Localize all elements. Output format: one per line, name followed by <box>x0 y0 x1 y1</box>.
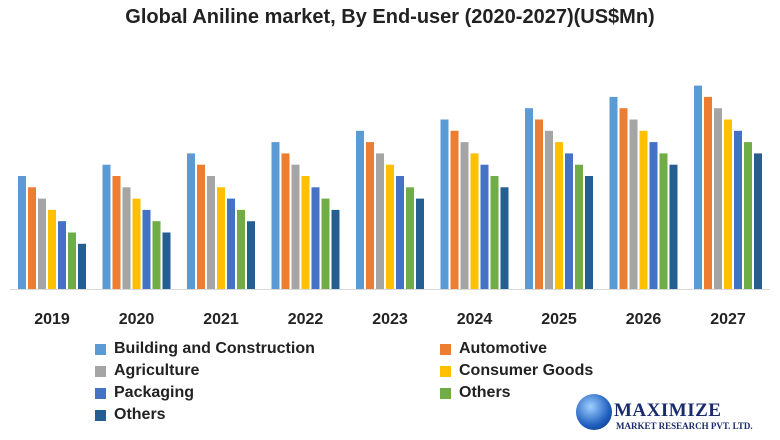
bar <box>460 142 469 289</box>
bar <box>281 153 290 289</box>
bar <box>311 187 320 289</box>
legend-swatch <box>440 343 451 355</box>
bar <box>366 142 374 289</box>
bar <box>152 221 161 289</box>
chart-title: Global Aniline market, By End-user (2020… <box>125 6 655 28</box>
bar <box>331 209 340 289</box>
bar <box>619 108 628 289</box>
bar <box>575 164 583 289</box>
bar <box>629 119 638 289</box>
bar <box>321 198 330 289</box>
bar <box>724 119 732 289</box>
bar <box>406 187 414 289</box>
bar <box>386 164 394 289</box>
bar <box>649 142 658 289</box>
bar <box>112 176 121 289</box>
bar <box>639 130 648 289</box>
legend-label: Agriculture <box>114 362 200 379</box>
legend-label: Automotive <box>459 340 547 357</box>
bar <box>187 153 195 289</box>
x-tick-label: 2024 <box>457 311 493 328</box>
bar <box>28 187 36 289</box>
x-tick-label: 2025 <box>541 311 577 328</box>
bar <box>356 130 364 289</box>
x-tick-label: 2027 <box>710 311 746 328</box>
legend-swatch <box>95 409 106 421</box>
bar <box>450 130 459 289</box>
bar <box>271 142 280 289</box>
legend-swatch <box>95 343 106 355</box>
legend-item: Others <box>95 406 166 424</box>
bar <box>525 108 533 289</box>
legend-item: Consumer Goods <box>440 362 593 380</box>
legend-swatch <box>95 365 106 377</box>
maximize-logo: MAXIMIZE MARKET RESEARCH PVT. LTD. <box>572 390 772 438</box>
bar <box>227 198 235 289</box>
bar <box>78 243 86 289</box>
bar <box>440 119 449 289</box>
legend-item: Automotive <box>440 340 547 358</box>
legend-item: Packaging <box>95 384 194 402</box>
legend-swatch <box>95 387 106 399</box>
legend-label: Packaging <box>114 384 195 401</box>
bar <box>585 176 593 289</box>
x-tick-label: 2021 <box>203 311 239 328</box>
bar <box>545 130 553 289</box>
x-tick-label: 2019 <box>34 311 70 328</box>
bar <box>609 96 618 290</box>
bar <box>102 164 111 289</box>
bar <box>500 187 509 289</box>
legend-item: Agriculture <box>95 362 199 380</box>
bar <box>247 221 255 289</box>
bar <box>132 198 141 289</box>
legend-item: Others <box>440 384 511 402</box>
bar <box>669 164 678 289</box>
bar <box>565 153 573 289</box>
x-tick-label: 2026 <box>626 311 662 328</box>
bar <box>704 96 712 290</box>
bar <box>122 187 131 289</box>
bar <box>470 153 479 289</box>
legend-item: Building and Construction <box>95 340 315 358</box>
x-tick-label: 2022 <box>288 311 324 328</box>
bar <box>301 176 310 289</box>
bar <box>217 187 225 289</box>
globe-icon <box>576 394 612 430</box>
bar <box>659 153 668 289</box>
legend-label: Others <box>459 384 511 401</box>
bar <box>694 85 702 289</box>
bar-chart: 2019 2020 2021 2022 2023 2024 2025 2026 2027 <box>10 85 770 328</box>
legend-label: Consumer Goods <box>459 362 594 379</box>
legend-swatch <box>440 387 451 399</box>
bar <box>480 164 489 289</box>
bar <box>237 209 245 289</box>
bar <box>197 164 205 289</box>
bar <box>734 130 742 289</box>
legend-label: Others <box>114 406 166 423</box>
bar <box>18 176 26 289</box>
bar <box>38 198 46 289</box>
bar <box>48 209 56 289</box>
bar <box>162 232 171 289</box>
bar <box>754 153 762 289</box>
bar <box>416 198 424 289</box>
bar <box>535 119 543 289</box>
bar <box>490 176 499 289</box>
logo-subtitle: MARKET RESEARCH PVT. LTD. <box>616 421 753 431</box>
bar <box>376 153 384 289</box>
legend-swatch <box>440 365 451 377</box>
legend-label: Building and Construction <box>114 340 315 357</box>
bar <box>714 108 722 289</box>
bar <box>291 164 300 289</box>
bar <box>142 209 151 289</box>
logo-name: MAXIMIZE <box>614 400 722 421</box>
bar <box>207 176 215 289</box>
bar <box>396 176 404 289</box>
bar <box>744 142 752 289</box>
bar <box>68 232 76 289</box>
bar <box>58 221 66 289</box>
x-tick-label: 2020 <box>119 311 155 328</box>
bar <box>555 142 563 289</box>
x-tick-label: 2023 <box>372 311 408 328</box>
